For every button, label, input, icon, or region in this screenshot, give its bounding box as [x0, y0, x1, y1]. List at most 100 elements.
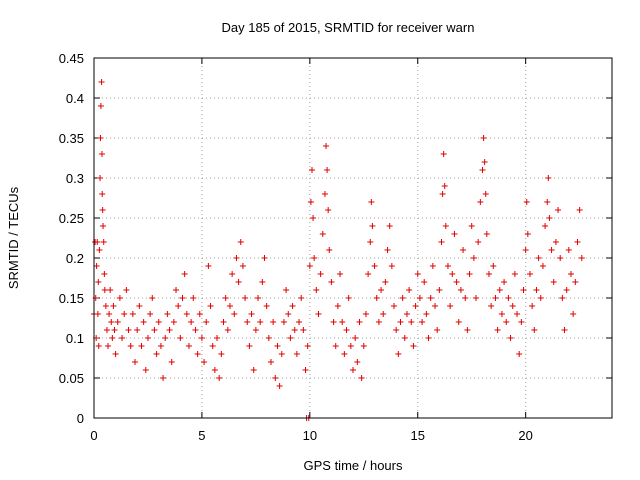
- data-point: [578, 255, 585, 261]
- data-point: [274, 343, 281, 349]
- data-point: [406, 287, 413, 293]
- x-tick-label: 5: [198, 428, 205, 443]
- data-point: [414, 271, 421, 277]
- data-point: [203, 319, 210, 325]
- data-point: [457, 287, 464, 293]
- data-point: [125, 327, 132, 333]
- data-point: [337, 271, 344, 277]
- y-tick-label: 0.2: [66, 251, 84, 266]
- data-point: [94, 311, 101, 317]
- data-point: [393, 327, 400, 333]
- data-point: [350, 367, 356, 373]
- data-point: [116, 295, 123, 301]
- data-point: [157, 343, 164, 349]
- data-point: [108, 319, 115, 325]
- data-point: [95, 279, 102, 285]
- data-point: [488, 303, 495, 309]
- data-point: [475, 239, 482, 245]
- data-point: [403, 311, 410, 317]
- data-point: [429, 263, 436, 269]
- data-point: [535, 255, 542, 261]
- data-point: [401, 335, 408, 341]
- data-point: [421, 279, 428, 285]
- data-point: [498, 311, 505, 317]
- x-axis-label: GPS time / hours: [304, 458, 403, 473]
- data-point: [300, 327, 307, 333]
- y-tick-label: 0.1: [66, 331, 84, 346]
- data-point: [242, 295, 249, 301]
- data-point: [237, 239, 244, 245]
- data-point: [546, 215, 553, 221]
- data-point: [343, 327, 350, 333]
- data-point: [432, 303, 439, 309]
- data-point: [574, 239, 581, 245]
- data-point: [441, 183, 448, 189]
- x-tick-label: 10: [303, 428, 317, 443]
- data-point: [190, 295, 197, 301]
- data-point: [509, 303, 516, 309]
- data-point: [103, 327, 110, 333]
- data-point: [263, 303, 270, 309]
- data-point: [239, 263, 246, 269]
- data-point: [326, 247, 333, 253]
- data-point: [373, 295, 380, 301]
- data-point: [99, 191, 106, 197]
- data-point: [427, 295, 434, 301]
- data-point: [308, 167, 315, 173]
- data-point: [485, 271, 492, 277]
- data-point: [265, 335, 272, 341]
- data-point: [354, 359, 361, 365]
- y-tick-label: 0.05: [59, 371, 84, 386]
- data-point: [386, 223, 393, 229]
- data-point: [539, 263, 546, 269]
- data-point: [102, 303, 109, 309]
- data-point: [514, 311, 521, 317]
- data-point: [360, 343, 367, 349]
- data-point: [479, 167, 486, 173]
- data-point: [466, 271, 473, 277]
- x-axis: 0 5 10 15 20: [90, 58, 533, 443]
- y-tick-label: 0.35: [59, 131, 84, 146]
- data-point: [423, 311, 430, 317]
- data-point: [511, 271, 518, 277]
- data-point: [101, 287, 108, 293]
- data-point: [397, 319, 404, 325]
- plot-frame: [93, 57, 613, 419]
- data-point: [207, 303, 214, 309]
- data-point: [339, 319, 346, 325]
- data-point: [132, 359, 139, 365]
- data-point: [216, 375, 223, 381]
- data-point: [220, 319, 227, 325]
- data-point: [267, 359, 274, 365]
- data-point: [567, 271, 574, 277]
- data-point: [570, 311, 577, 317]
- data-point: [97, 135, 104, 141]
- y-axis: 0 0.05 0.1 0.15 0.2 0.25 0.3 0.35 0.4 0.45: [59, 51, 612, 426]
- data-point: [542, 223, 549, 229]
- data-point: [434, 327, 441, 333]
- data-point: [302, 367, 309, 373]
- x-tick-label: 20: [518, 428, 532, 443]
- data-point: [358, 375, 365, 381]
- data-point: [209, 343, 216, 349]
- data-point: [153, 351, 160, 357]
- data-point: [93, 263, 100, 269]
- y-axis-label: SRMTID / TECUs: [6, 186, 21, 289]
- data-point: [545, 175, 552, 181]
- data-point: [201, 359, 208, 365]
- data-point: [494, 327, 501, 333]
- data-point: [388, 263, 395, 269]
- data-point: [345, 295, 352, 301]
- data-point: [455, 319, 462, 325]
- data-point: [408, 319, 415, 325]
- data-points: [91, 79, 585, 421]
- data-point: [111, 327, 118, 333]
- data-point: [369, 223, 376, 229]
- data-point: [96, 247, 103, 253]
- data-point: [533, 287, 540, 293]
- data-point: [140, 319, 147, 325]
- y-tick-label: 0.15: [59, 291, 84, 306]
- data-point: [250, 367, 257, 373]
- x-tick-label: 0: [90, 428, 97, 443]
